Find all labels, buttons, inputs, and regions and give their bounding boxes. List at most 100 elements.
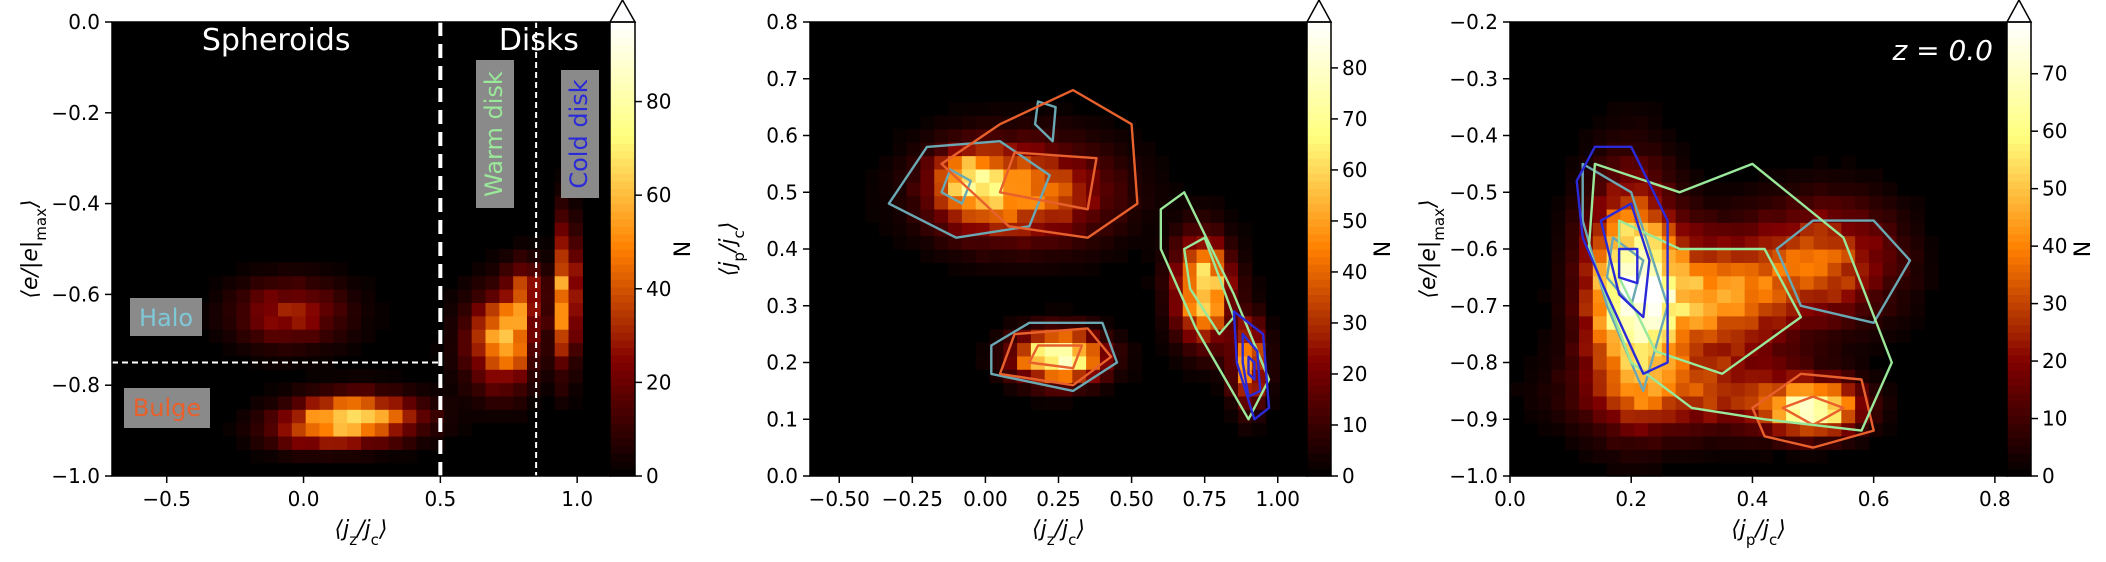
heatmap-cell — [485, 382, 500, 397]
heatmap-cell — [347, 369, 362, 384]
heatmap-cell — [568, 315, 583, 330]
heatmap-cell — [1868, 369, 1884, 384]
heatmap-cell — [948, 249, 963, 263]
colorbar-segment — [2007, 196, 2031, 205]
heatmap-cell — [264, 302, 279, 317]
heatmap-cell — [1099, 128, 1115, 143]
heatmap-cell — [1141, 168, 1156, 183]
colorbar-segment — [1307, 370, 1331, 379]
heatmap-cell — [1813, 289, 1829, 304]
heatmap-cell — [920, 128, 935, 143]
colorbar-segment — [610, 377, 635, 386]
heatmap-cell — [430, 422, 445, 437]
heatmap-cell — [1086, 182, 1101, 197]
colorbar-extend-triangle — [1305, 0, 1333, 23]
y-axis-label: ⟨e/|e|max⟩ — [1416, 199, 1448, 298]
heatmap-cell — [1127, 342, 1142, 357]
heatmap-cell — [471, 275, 487, 290]
heatmap-cell — [989, 155, 1004, 170]
heatmap-cell — [457, 289, 473, 304]
colorbar-tick-label: 50 — [2042, 177, 2067, 201]
heatmap-cell — [1703, 369, 1718, 384]
heatmap-cell — [906, 235, 922, 250]
heatmap-cell — [1924, 275, 1939, 290]
heatmap-cell — [1758, 302, 1773, 317]
heatmap-cell — [1910, 275, 1925, 290]
heatmap-cell — [1210, 342, 1225, 357]
heatmap-cell — [1579, 329, 1594, 344]
heatmap-cell — [1620, 262, 1635, 277]
heatmap-cell — [1182, 235, 1198, 250]
heatmap-cell — [1168, 222, 1184, 237]
heatmap-cell — [1017, 329, 1032, 344]
heatmap-cell — [1634, 422, 1649, 437]
heatmap-cell — [879, 208, 894, 223]
heatmap-cell — [1813, 222, 1829, 237]
heatmap-cell — [333, 435, 348, 450]
y-tick-label: −1.0 — [51, 464, 100, 488]
heatmap-cell — [1758, 182, 1773, 197]
heatmap-cell — [1620, 155, 1635, 170]
heatmap-cell — [1758, 315, 1773, 330]
heatmap-cell — [948, 235, 963, 250]
colorbar-segment — [610, 173, 635, 182]
heatmap-cell — [236, 329, 251, 344]
colorbar-segment — [1307, 67, 1331, 76]
contour-halo — [1775, 219, 1912, 324]
heatmap-cell — [1799, 235, 1815, 250]
heatmap-cell — [1237, 222, 1253, 237]
heatmap-cell — [1551, 382, 1566, 397]
heatmap-cell — [1910, 315, 1925, 330]
heatmap-cell — [333, 422, 348, 437]
heatmap-cell — [1896, 222, 1911, 237]
colorbar-segment — [610, 249, 635, 258]
heatmap-cell — [222, 302, 238, 317]
heatmap-cell — [554, 195, 570, 210]
heatmap-cell — [540, 289, 556, 304]
heatmap-cell — [527, 342, 542, 357]
heatmap-cell — [250, 395, 265, 410]
heatmap-cell — [1224, 249, 1239, 263]
heatmap-cell — [1168, 182, 1184, 197]
colorbar-segment — [610, 203, 635, 212]
heatmap-cell — [250, 342, 265, 357]
heatmap-cell — [906, 182, 922, 197]
heatmap-cell — [1868, 275, 1884, 290]
heatmap-cell — [527, 302, 542, 317]
colorbar-extend-triangle — [2005, 0, 2033, 23]
heatmap-cell — [1689, 382, 1704, 397]
heatmap-cell — [1237, 422, 1253, 437]
heatmap-cell — [471, 302, 487, 317]
heatmap-cell — [264, 329, 279, 344]
contour-cold-disk — [1599, 202, 1651, 319]
heatmap-cell — [948, 222, 963, 237]
heatmap-cell — [1168, 315, 1184, 330]
heatmap-cell — [1675, 195, 1691, 210]
heatmap-cell — [568, 342, 583, 357]
heatmap-cells — [195, 168, 583, 464]
heatmap-cell — [948, 262, 963, 277]
heatmap-cell — [1772, 289, 1787, 304]
colorbar-segment — [1307, 173, 1331, 182]
colorbar-segment — [610, 180, 635, 190]
heatmap-cell — [485, 355, 500, 370]
heatmap-cell — [1141, 208, 1156, 223]
heatmap-cell — [1620, 369, 1635, 384]
colorbar-segment — [2007, 44, 2031, 53]
colorbar-tick-label: 70 — [2042, 62, 2067, 86]
colorbar-segment — [1307, 59, 1331, 68]
heatmap-cell — [499, 249, 514, 263]
heatmap-cell — [1606, 355, 1622, 370]
colorbar-segment — [610, 430, 635, 439]
heatmap-cell — [1882, 235, 1898, 250]
contour-cold-disk — [1241, 332, 1262, 398]
heatmap-cell — [1155, 182, 1170, 197]
heatmap-cell — [1758, 449, 1773, 464]
heatmap-cell — [1579, 395, 1594, 410]
colorbar-segment — [1307, 52, 1331, 61]
heatmap-cell — [1565, 342, 1580, 357]
heatmap-cell — [1758, 395, 1773, 410]
heatmap-cell — [1044, 249, 1060, 263]
heatmap-cell — [1744, 355, 1760, 370]
